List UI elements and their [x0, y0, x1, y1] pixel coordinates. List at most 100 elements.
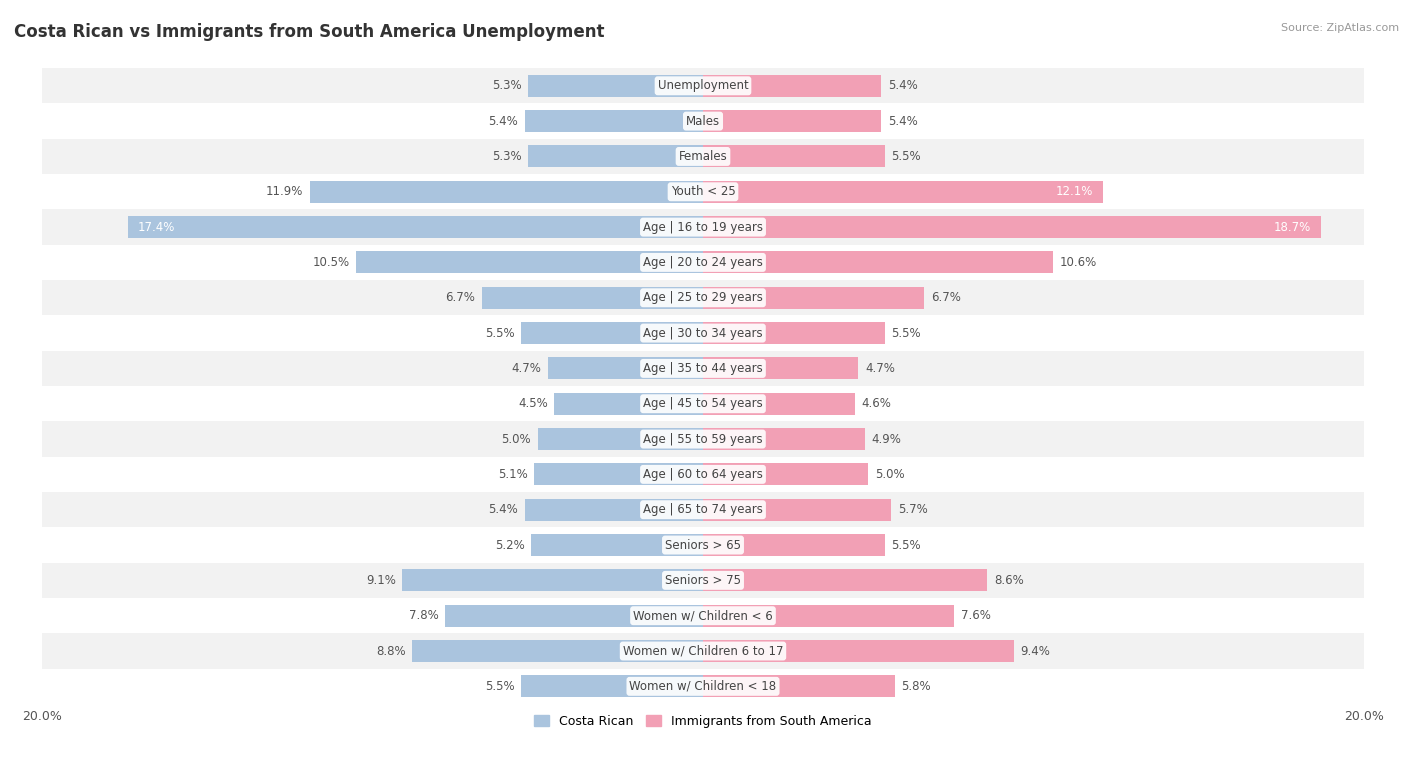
- Bar: [42, 174, 1364, 210]
- Bar: [554, 393, 703, 415]
- Bar: [703, 322, 884, 344]
- Bar: [446, 605, 703, 627]
- Bar: [42, 634, 1364, 668]
- Text: Age | 30 to 34 years: Age | 30 to 34 years: [643, 326, 763, 340]
- Bar: [703, 428, 865, 450]
- Text: 5.2%: 5.2%: [495, 538, 524, 552]
- Bar: [703, 463, 868, 485]
- Text: 5.1%: 5.1%: [498, 468, 527, 481]
- Text: Age | 45 to 54 years: Age | 45 to 54 years: [643, 397, 763, 410]
- Text: 12.1%: 12.1%: [1056, 185, 1092, 198]
- Bar: [703, 675, 894, 697]
- Text: Women w/ Children < 6: Women w/ Children < 6: [633, 609, 773, 622]
- Bar: [703, 569, 987, 591]
- Bar: [128, 217, 703, 238]
- Text: 5.0%: 5.0%: [875, 468, 904, 481]
- Text: Males: Males: [686, 114, 720, 128]
- Bar: [522, 675, 703, 697]
- Bar: [42, 245, 1364, 280]
- Text: 5.5%: 5.5%: [891, 326, 921, 340]
- Bar: [42, 456, 1364, 492]
- Bar: [309, 181, 703, 203]
- Bar: [482, 287, 703, 309]
- Text: Youth < 25: Youth < 25: [671, 185, 735, 198]
- Text: 5.8%: 5.8%: [901, 680, 931, 693]
- Text: 8.6%: 8.6%: [994, 574, 1024, 587]
- Bar: [703, 605, 955, 627]
- Text: 11.9%: 11.9%: [266, 185, 304, 198]
- Bar: [703, 75, 882, 97]
- Bar: [524, 111, 703, 132]
- Bar: [703, 111, 882, 132]
- Bar: [356, 251, 703, 273]
- Bar: [703, 145, 884, 167]
- Text: 5.5%: 5.5%: [485, 326, 515, 340]
- Bar: [703, 287, 924, 309]
- Bar: [703, 251, 1053, 273]
- Text: Age | 25 to 29 years: Age | 25 to 29 years: [643, 291, 763, 304]
- Bar: [703, 499, 891, 521]
- Bar: [522, 322, 703, 344]
- Text: 9.4%: 9.4%: [1021, 644, 1050, 658]
- Bar: [703, 534, 884, 556]
- Text: 4.7%: 4.7%: [512, 362, 541, 375]
- Text: Costa Rican vs Immigrants from South America Unemployment: Costa Rican vs Immigrants from South Ame…: [14, 23, 605, 41]
- Text: 5.4%: 5.4%: [488, 503, 517, 516]
- Text: Age | 55 to 59 years: Age | 55 to 59 years: [643, 432, 763, 446]
- Text: Source: ZipAtlas.com: Source: ZipAtlas.com: [1281, 23, 1399, 33]
- Text: 6.7%: 6.7%: [446, 291, 475, 304]
- Bar: [703, 217, 1320, 238]
- Bar: [412, 640, 703, 662]
- Bar: [703, 357, 858, 379]
- Text: 10.6%: 10.6%: [1060, 256, 1097, 269]
- Bar: [42, 210, 1364, 245]
- Text: 5.4%: 5.4%: [889, 79, 918, 92]
- Text: 5.4%: 5.4%: [889, 114, 918, 128]
- Bar: [703, 640, 1014, 662]
- Text: Seniors > 75: Seniors > 75: [665, 574, 741, 587]
- Text: 10.5%: 10.5%: [312, 256, 350, 269]
- Text: Age | 65 to 74 years: Age | 65 to 74 years: [643, 503, 763, 516]
- Bar: [703, 393, 855, 415]
- Text: 5.5%: 5.5%: [891, 538, 921, 552]
- Bar: [42, 139, 1364, 174]
- Bar: [42, 492, 1364, 528]
- Legend: Costa Rican, Immigrants from South America: Costa Rican, Immigrants from South Ameri…: [529, 710, 877, 733]
- Bar: [537, 428, 703, 450]
- Text: 5.7%: 5.7%: [898, 503, 928, 516]
- Bar: [402, 569, 703, 591]
- Text: 4.5%: 4.5%: [517, 397, 548, 410]
- Bar: [42, 68, 1364, 104]
- Text: 4.6%: 4.6%: [862, 397, 891, 410]
- Text: Age | 16 to 19 years: Age | 16 to 19 years: [643, 220, 763, 234]
- Text: 8.8%: 8.8%: [375, 644, 405, 658]
- Text: 7.8%: 7.8%: [409, 609, 439, 622]
- Text: 5.5%: 5.5%: [485, 680, 515, 693]
- Bar: [42, 598, 1364, 634]
- Text: 5.5%: 5.5%: [891, 150, 921, 163]
- Bar: [42, 280, 1364, 316]
- Text: Women w/ Children 6 to 17: Women w/ Children 6 to 17: [623, 644, 783, 658]
- Text: Age | 60 to 64 years: Age | 60 to 64 years: [643, 468, 763, 481]
- Text: 5.4%: 5.4%: [488, 114, 517, 128]
- Bar: [42, 528, 1364, 562]
- Bar: [42, 316, 1364, 350]
- Text: 7.6%: 7.6%: [960, 609, 991, 622]
- Bar: [703, 181, 1102, 203]
- Bar: [42, 386, 1364, 422]
- Bar: [548, 357, 703, 379]
- Text: 4.7%: 4.7%: [865, 362, 894, 375]
- Text: 18.7%: 18.7%: [1274, 220, 1310, 234]
- Text: 5.0%: 5.0%: [502, 432, 531, 446]
- Text: 5.3%: 5.3%: [492, 79, 522, 92]
- Bar: [42, 104, 1364, 139]
- Bar: [42, 562, 1364, 598]
- Bar: [42, 668, 1364, 704]
- Bar: [42, 350, 1364, 386]
- Text: 17.4%: 17.4%: [138, 220, 176, 234]
- Text: 5.3%: 5.3%: [492, 150, 522, 163]
- Text: Age | 20 to 24 years: Age | 20 to 24 years: [643, 256, 763, 269]
- Bar: [531, 534, 703, 556]
- Text: Seniors > 65: Seniors > 65: [665, 538, 741, 552]
- Bar: [524, 499, 703, 521]
